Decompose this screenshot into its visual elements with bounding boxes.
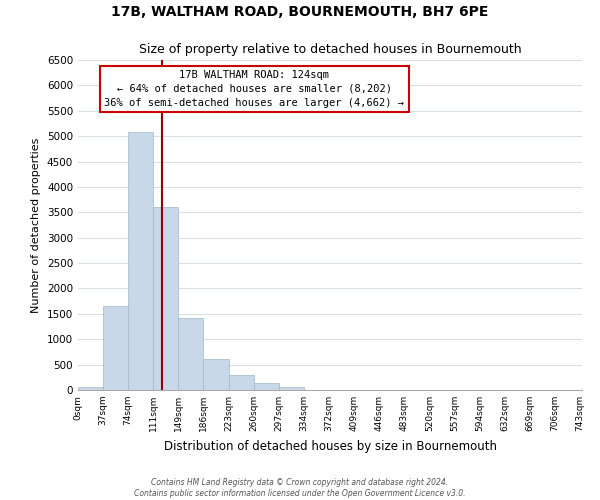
- Text: 17B WALTHAM ROAD: 124sqm
← 64% of detached houses are smaller (8,202)
36% of sem: 17B WALTHAM ROAD: 124sqm ← 64% of detach…: [104, 70, 404, 108]
- X-axis label: Distribution of detached houses by size in Bournemouth: Distribution of detached houses by size …: [163, 440, 497, 452]
- Y-axis label: Number of detached properties: Number of detached properties: [31, 138, 41, 312]
- Bar: [229, 375, 254, 390]
- Bar: [78, 388, 103, 390]
- Bar: [203, 359, 229, 390]
- Title: Size of property relative to detached houses in Bournemouth: Size of property relative to detached ho…: [139, 43, 521, 56]
- Bar: [103, 306, 128, 390]
- Bar: [128, 132, 153, 390]
- Text: 17B, WALTHAM ROAD, BOURNEMOUTH, BH7 6PE: 17B, WALTHAM ROAD, BOURNEMOUTH, BH7 6PE: [112, 5, 488, 19]
- Text: Contains HM Land Registry data © Crown copyright and database right 2024.
Contai: Contains HM Land Registry data © Crown c…: [134, 478, 466, 498]
- Bar: [279, 387, 304, 390]
- Bar: [153, 207, 178, 390]
- Bar: [178, 318, 203, 390]
- Bar: [254, 382, 279, 390]
